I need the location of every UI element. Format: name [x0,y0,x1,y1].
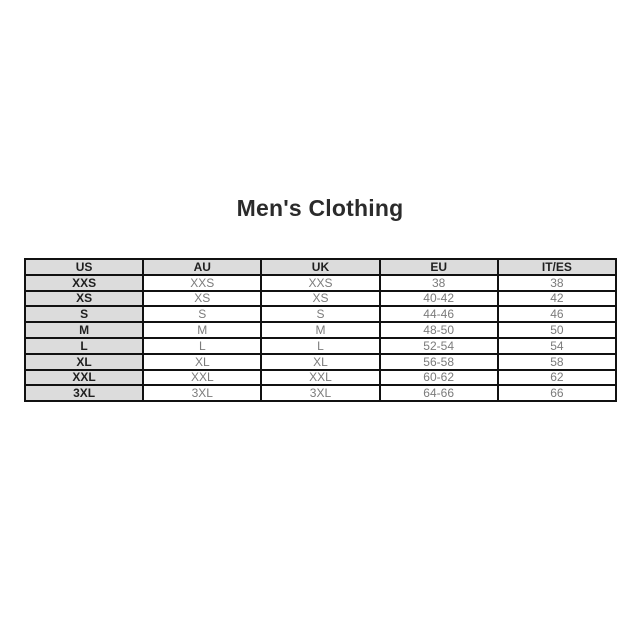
size-cell: 54 [496,336,618,355]
row-header-cell: XS [23,289,145,308]
table-row: S S S 44-46 46 [23,305,618,324]
size-cell: 42 [496,289,618,308]
row-header-cell: XXS [23,273,145,292]
size-table-head: US AU UK EU IT/ES [23,258,618,276]
size-cell: 46 [496,305,618,324]
row-header-cell: 3XL [23,384,145,403]
size-cell: M [142,321,263,339]
size-cell: XL [142,352,263,371]
size-cell: 3XL [260,384,381,403]
size-cell: XL [260,352,381,371]
row-header-cell: L [23,336,145,355]
table-row: M M M 48-50 50 [23,321,618,339]
size-cell: 44-46 [378,305,499,324]
size-cell: 38 [378,273,499,292]
size-cell: XS [260,289,381,308]
table-row: XL XL XL 56-58 58 [23,352,618,371]
size-cell: XXL [142,368,263,387]
table-row: 3XL 3XL 3XL 64-66 66 [23,384,618,403]
size-cell: XXS [142,273,263,292]
size-cell: 40-42 [378,289,499,308]
size-cell: 64-66 [378,384,499,403]
size-cell: 60-62 [378,368,499,387]
size-cell: 50 [496,321,618,339]
size-conversion-table: US AU UK EU IT/ES XXS XXS XXS 38 38 XS XS XS 40-42 42… [23,258,618,403]
size-cell: XS [142,289,263,308]
size-cell: M [260,321,381,339]
row-header-cell: XL [23,352,145,371]
row-header-cell: XXL [23,368,145,387]
row-header-cell: S [23,305,145,324]
size-cell: XXS [260,273,381,292]
table-row: XS XS XS 40-42 42 [23,289,618,308]
table-row: XXL XXL XXL 60-62 62 [23,368,618,387]
column-header: US [23,258,145,276]
size-cell: 38 [496,273,618,292]
column-header: UK [260,258,381,276]
page-title: Men's Clothing [236,195,404,221]
size-cell: 3XL [142,384,263,403]
column-header: IT/ES [496,258,618,276]
size-cell: S [142,305,263,324]
column-header: AU [142,258,263,276]
size-cell: XXL [260,368,381,387]
size-cell: L [142,336,263,355]
size-cell: 66 [496,384,618,403]
size-cell: L [260,336,381,355]
size-cell: 48-50 [378,321,499,339]
size-cell: S [260,305,381,324]
column-header: EU [378,258,499,276]
size-cell: 56-58 [378,352,499,371]
size-table-head-row: US AU UK EU IT/ES [23,258,618,276]
size-table-body: XXS XXS XXS 38 38 XS XS XS 40-42 42 S S S 44-46 46 M M M 4… [23,273,618,403]
size-cell: 62 [496,368,618,387]
row-header-cell: M [23,321,145,339]
table-row: XXS XXS XXS 38 38 [23,273,618,292]
size-cell: 52-54 [378,336,499,355]
size-cell: 58 [496,352,618,371]
table-row: L L L 52-54 54 [23,336,618,355]
